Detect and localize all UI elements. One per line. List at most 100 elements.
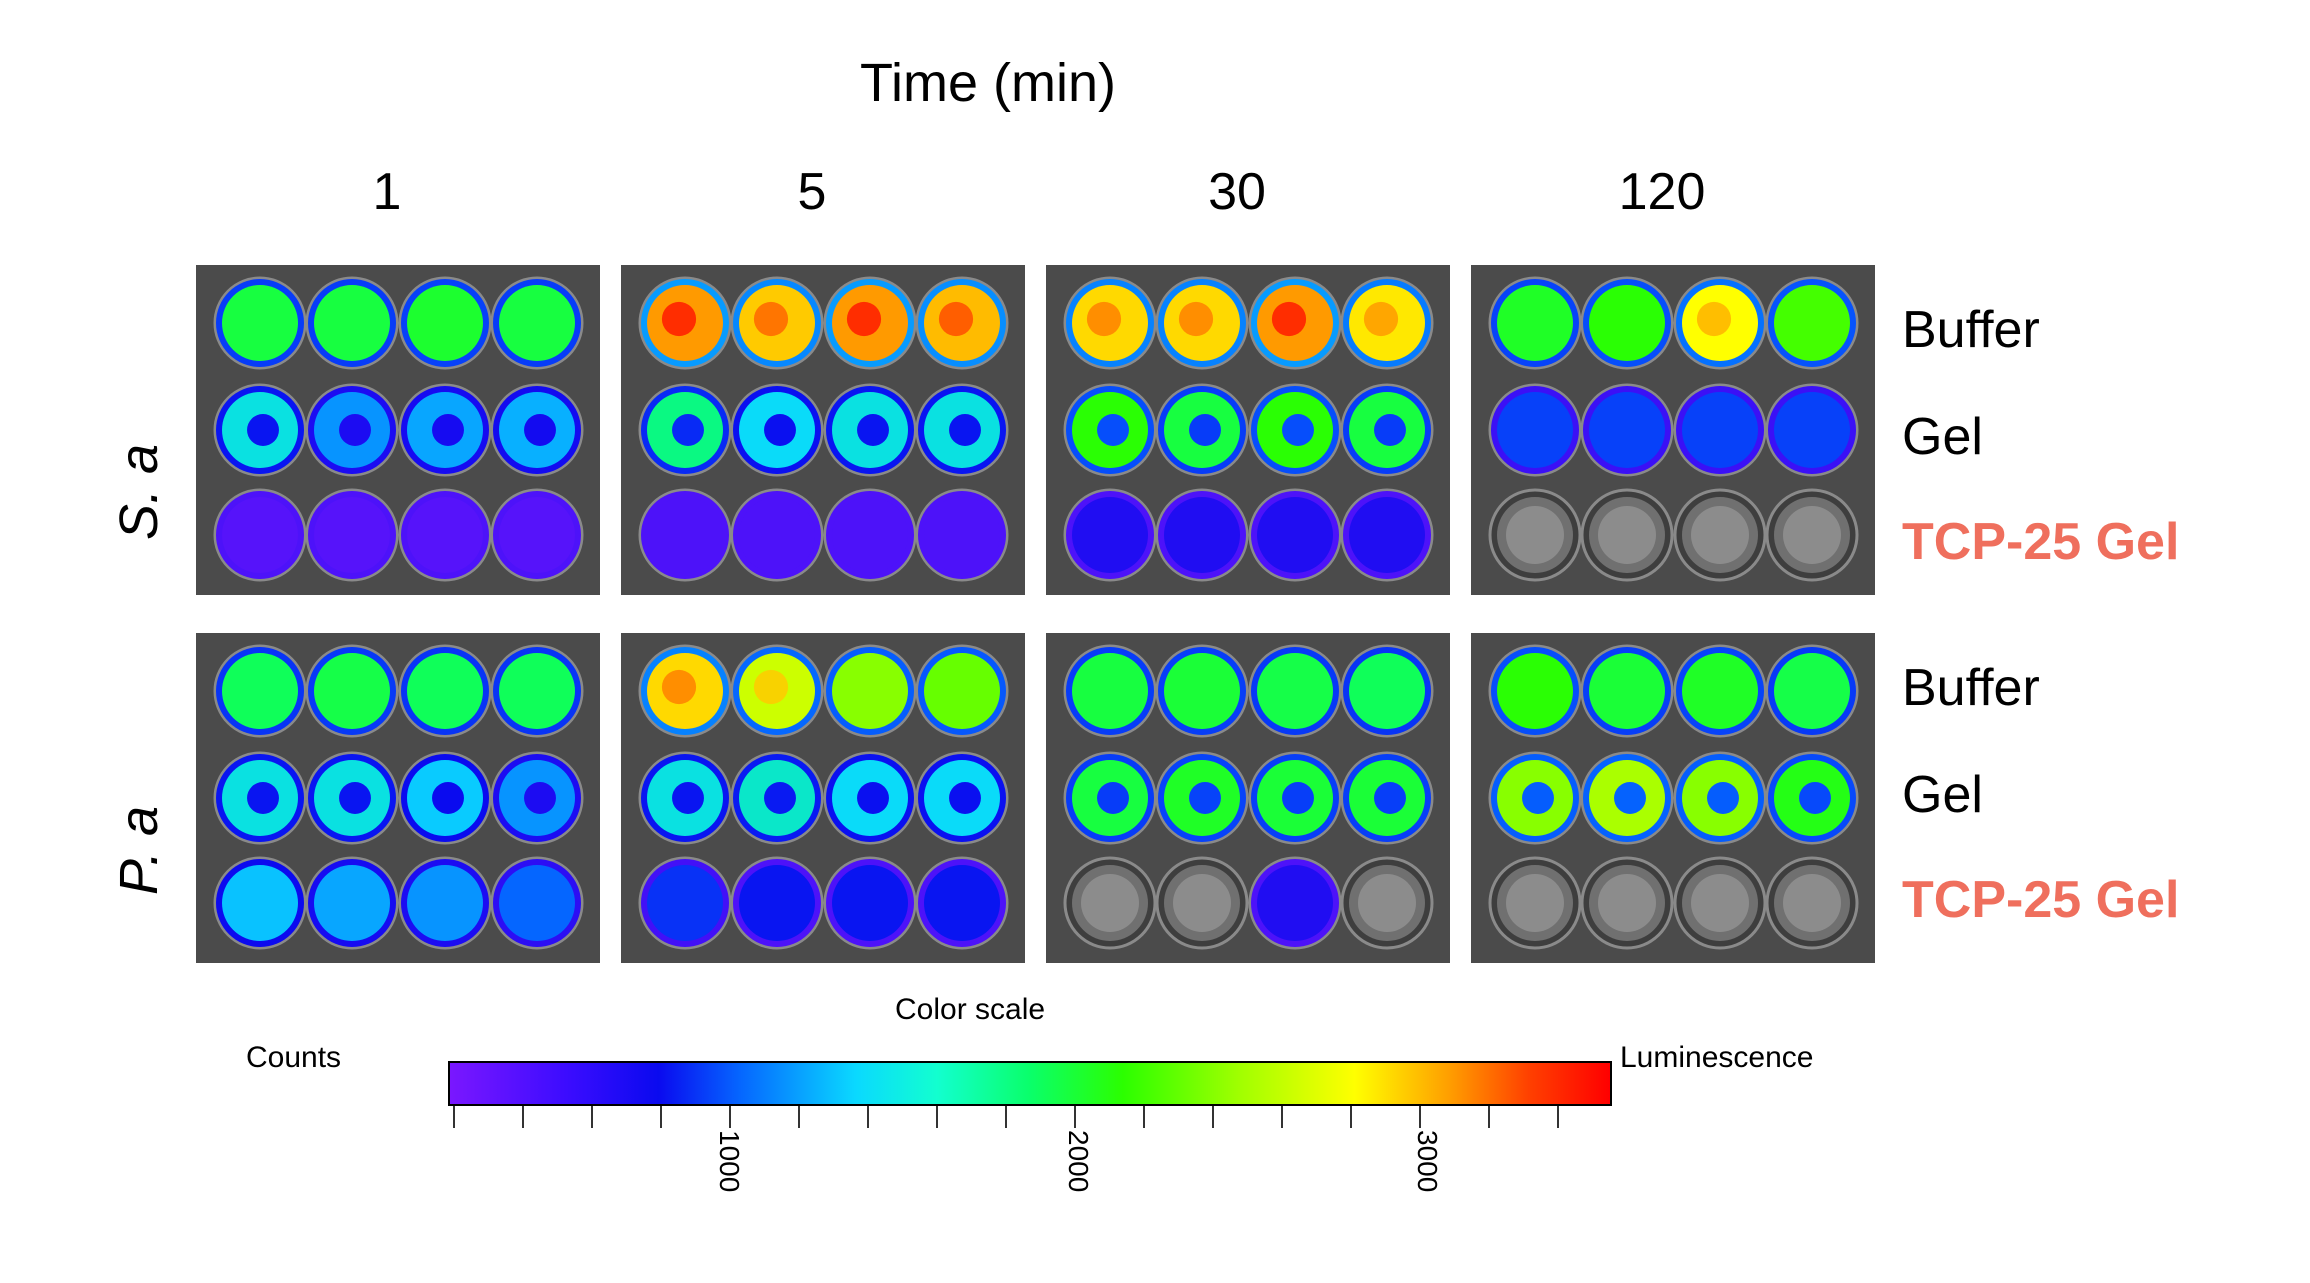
well — [1488, 488, 1582, 582]
well — [1063, 383, 1157, 477]
well — [398, 488, 492, 582]
well — [1580, 276, 1674, 370]
well — [1765, 856, 1859, 950]
well — [823, 383, 917, 477]
well — [213, 488, 307, 582]
well — [1155, 488, 1249, 582]
well — [490, 644, 584, 738]
well — [1580, 751, 1674, 845]
well — [1488, 856, 1582, 950]
color-scale-title: Color scale — [895, 993, 1046, 1026]
well — [1155, 644, 1249, 738]
well — [638, 488, 732, 582]
well — [305, 383, 399, 477]
well — [305, 488, 399, 582]
well — [730, 751, 824, 845]
well — [1248, 856, 1342, 950]
well — [213, 856, 307, 950]
well — [1488, 751, 1582, 845]
condition-label-tcp25-gel: TCP-25 Gel — [1902, 513, 2180, 571]
well — [1155, 856, 1249, 950]
well — [638, 644, 732, 738]
well — [915, 276, 1009, 370]
well — [1580, 644, 1674, 738]
well — [305, 644, 399, 738]
well — [1488, 383, 1582, 477]
well — [730, 644, 824, 738]
image-panel — [196, 633, 600, 963]
tick-label-1000: 1000 — [714, 1130, 745, 1193]
well — [1063, 644, 1157, 738]
well — [823, 644, 917, 738]
image-panel — [1471, 265, 1875, 595]
well — [638, 751, 732, 845]
counts-label: Counts — [246, 1041, 342, 1074]
color-scale-bar — [448, 1061, 1612, 1106]
image-panel — [621, 633, 1025, 963]
well — [1248, 751, 1342, 845]
well — [490, 276, 584, 370]
well — [915, 751, 1009, 845]
well — [305, 276, 399, 370]
well — [1155, 276, 1249, 370]
well — [1488, 276, 1582, 370]
well — [1063, 751, 1157, 845]
well — [1765, 383, 1859, 477]
well — [1765, 751, 1859, 845]
well — [1340, 383, 1434, 477]
well — [1155, 751, 1249, 845]
condition-label-gel: Gel — [1902, 766, 1983, 824]
well — [1340, 488, 1434, 582]
well — [638, 383, 732, 477]
well — [823, 856, 917, 950]
well — [490, 488, 584, 582]
well — [1063, 276, 1157, 370]
well — [1580, 383, 1674, 477]
well — [730, 276, 824, 370]
well — [638, 276, 732, 370]
well — [1248, 383, 1342, 477]
image-panel — [1046, 633, 1450, 963]
well — [915, 856, 1009, 950]
well — [1673, 276, 1767, 370]
well — [1580, 488, 1674, 582]
well — [213, 751, 307, 845]
tick-label-2000: 2000 — [1063, 1130, 1094, 1193]
well — [1063, 856, 1157, 950]
well — [398, 276, 492, 370]
well — [915, 383, 1009, 477]
well — [490, 383, 584, 477]
well — [1673, 488, 1767, 582]
well — [305, 751, 399, 845]
well — [1765, 276, 1859, 370]
organism-label-sa: S. a — [109, 443, 169, 540]
well — [1765, 644, 1859, 738]
well — [730, 383, 824, 477]
well — [398, 856, 492, 950]
well — [1248, 276, 1342, 370]
condition-label-tcp25-gel: TCP-25 Gel — [1902, 871, 2180, 929]
time-label-120: 120 — [1618, 163, 1706, 221]
well — [638, 856, 732, 950]
image-panel — [1046, 265, 1450, 595]
image-panel — [196, 265, 600, 595]
tick-label-3000: 3000 — [1412, 1130, 1443, 1193]
well — [1063, 488, 1157, 582]
organism-label-pa: P. a — [109, 805, 169, 895]
well — [1673, 856, 1767, 950]
well — [1673, 644, 1767, 738]
well — [823, 751, 917, 845]
well — [730, 488, 824, 582]
condition-label-buffer: Buffer — [1902, 659, 2040, 717]
well — [213, 644, 307, 738]
well — [213, 276, 307, 370]
well — [1248, 644, 1342, 738]
well — [1340, 856, 1434, 950]
well — [398, 751, 492, 845]
well — [1488, 644, 1582, 738]
condition-label-gel: Gel — [1902, 408, 1983, 466]
well — [1765, 488, 1859, 582]
well — [823, 488, 917, 582]
well — [490, 751, 584, 845]
well — [398, 383, 492, 477]
